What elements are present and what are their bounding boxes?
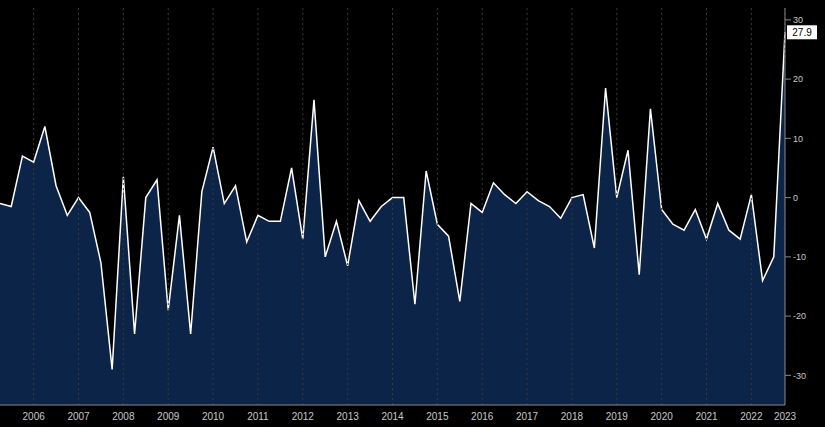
svg-text:30: 30 xyxy=(793,15,803,25)
svg-text:27.9: 27.9 xyxy=(792,27,812,38)
svg-text:2021: 2021 xyxy=(695,411,718,422)
svg-text:2013: 2013 xyxy=(337,411,360,422)
svg-text:2017: 2017 xyxy=(516,411,539,422)
svg-text:2016: 2016 xyxy=(471,411,494,422)
svg-text:10: 10 xyxy=(793,134,803,144)
svg-text:2011: 2011 xyxy=(247,411,269,422)
svg-text:2014: 2014 xyxy=(381,411,404,422)
svg-text:2020: 2020 xyxy=(651,411,674,422)
svg-text:2015: 2015 xyxy=(426,411,449,422)
svg-text:20: 20 xyxy=(793,74,803,84)
svg-text:2012: 2012 xyxy=(292,411,315,422)
svg-text:2007: 2007 xyxy=(67,411,90,422)
svg-text:2008: 2008 xyxy=(112,411,135,422)
svg-text:2018: 2018 xyxy=(561,411,584,422)
svg-text:0: 0 xyxy=(793,193,798,203)
svg-text:2006: 2006 xyxy=(23,411,46,422)
svg-text:2009: 2009 xyxy=(157,411,180,422)
svg-text:2022: 2022 xyxy=(740,411,763,422)
svg-text:2023: 2023 xyxy=(774,411,797,422)
svg-text:2019: 2019 xyxy=(606,411,629,422)
svg-text:-20: -20 xyxy=(793,311,806,321)
svg-text:-10: -10 xyxy=(793,252,806,262)
svg-text:-30: -30 xyxy=(793,371,806,381)
svg-text:2010: 2010 xyxy=(202,411,225,422)
